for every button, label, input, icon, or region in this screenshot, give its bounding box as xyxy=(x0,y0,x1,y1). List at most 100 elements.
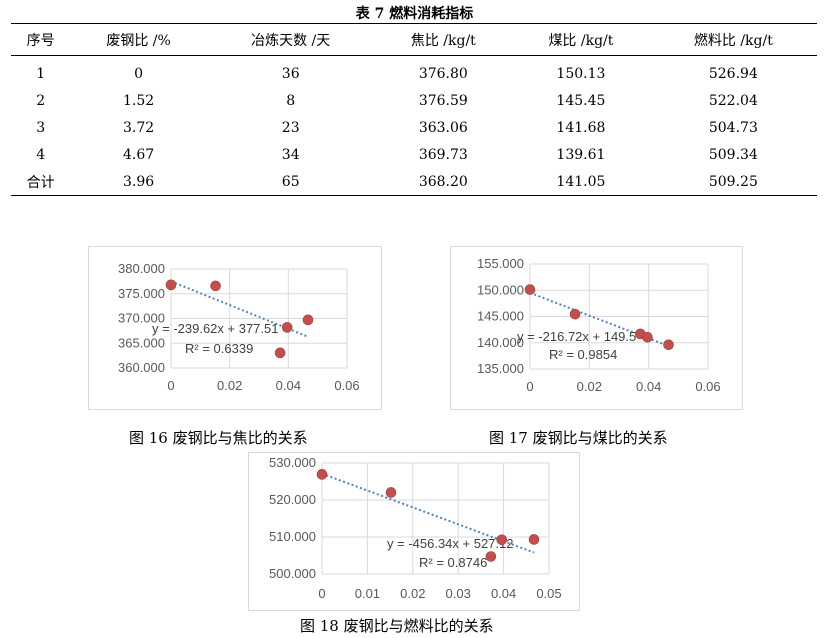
column-header: 煤比 /kg/t xyxy=(512,23,650,56)
x-tick-label: 0.04 xyxy=(276,378,301,393)
data-point xyxy=(569,308,581,320)
table-row: 合计 3.96 65 368.20 141.05 509.25 xyxy=(11,168,817,196)
column-header: 冶炼天数 /天 xyxy=(206,23,375,56)
y-tick-label: 530.000 xyxy=(269,455,316,470)
column-header: 序号 xyxy=(11,23,71,56)
data-point xyxy=(528,534,540,545)
x-tick-label: 0.02 xyxy=(217,378,242,393)
y-tick-label: 145.000 xyxy=(477,309,524,324)
y-tick-label: 510.000 xyxy=(269,529,316,544)
table-cell: 526.94 xyxy=(708,65,758,82)
trendline-r2: R² = 0.9854 xyxy=(549,347,617,362)
trendline-r2: R² = 0.8746 xyxy=(419,555,487,570)
table-row: 4 4.67 34 369.73 139.61 509.34 xyxy=(11,141,817,168)
table-cell: 139.61 xyxy=(556,146,606,163)
data-point xyxy=(485,551,497,562)
caption-fig18: 图 18 废钢比与燃料比的关系 xyxy=(300,617,494,635)
table-row: 1 0 36 376.80 150.13 526.94 xyxy=(11,56,817,88)
table-header-row: 序号 废钢比 /% 冶炼天数 /天 焦比 /kg/t 煤比 /kg/t 燃料比 … xyxy=(11,23,817,56)
x-tick-label: 0.05 xyxy=(536,586,561,601)
table-cell: 150.13 xyxy=(556,65,606,82)
x-tick-label: 0.02 xyxy=(400,586,425,601)
chart-fig18-svg: 500.000 510.000 520.000 530.000 0 0.01 0.02 0.0… xyxy=(269,455,562,601)
chart-fig17-svg: 135.000 140.000 145.000 150.000 155.000 0 0.02… xyxy=(477,256,721,394)
y-tick-label: 520.000 xyxy=(269,492,316,507)
data-point xyxy=(281,322,293,333)
data-point xyxy=(165,279,177,291)
fuel-consumption-table: 序号 废钢比 /% 冶炼天数 /天 焦比 /kg/t 煤比 /kg/t 燃料比 … xyxy=(11,23,817,196)
table-cell: 3.72 xyxy=(122,119,155,136)
data-point xyxy=(274,347,286,359)
table-cell: 3 xyxy=(36,119,46,136)
x-tick-label: 0.04 xyxy=(636,379,661,394)
chart-fig16: 360.000 365.000 370.000 375.000 380.000 0 0.02… xyxy=(88,246,382,410)
y-tick-label: 150.000 xyxy=(477,282,524,297)
x-tick-label: 0 xyxy=(318,586,325,601)
table-row: 3 3.72 23 363.06 141.68 504.73 xyxy=(11,114,817,141)
x-tick-label: 0.01 xyxy=(355,586,380,601)
y-tick-label: 375.000 xyxy=(118,286,165,301)
table-cell: 509.34 xyxy=(708,146,758,163)
caption-fig16: 图 16 废钢比与焦比的关系 xyxy=(129,429,308,447)
y-tick-label: 135.000 xyxy=(477,361,524,376)
column-header: 燃料比 /kg/t xyxy=(649,23,817,56)
trendline-r2: R² = 0.6339 xyxy=(185,341,253,356)
table-cell: 3.96 xyxy=(70,168,207,196)
table-cell: 141.05 xyxy=(512,168,650,196)
data-point xyxy=(663,339,674,351)
table-cell: 36 xyxy=(281,65,300,82)
trendline xyxy=(321,472,535,554)
x-tick-label: 0 xyxy=(167,378,174,393)
table-cell: 34 xyxy=(281,146,300,163)
table-cell: 504.73 xyxy=(708,119,758,136)
data-point xyxy=(524,284,536,295)
trendline-equation: y = -216.72x + 149.5 xyxy=(517,329,636,344)
table-cell: 376.59 xyxy=(418,92,468,109)
table-cell: 4.67 xyxy=(122,146,155,163)
table-cell: 141.68 xyxy=(556,119,606,136)
data-point xyxy=(496,534,508,546)
chart-fig17: 135.000 140.000 145.000 150.000 155.000 0 0.02… xyxy=(450,246,743,410)
data-point xyxy=(316,469,328,480)
caption-fig17: 图 17 废钢比与煤比的关系 xyxy=(489,429,668,447)
table-cell: 368.20 xyxy=(374,168,513,196)
data-point xyxy=(642,331,653,343)
table-cell: 509.25 xyxy=(649,168,817,196)
data-point xyxy=(385,487,397,498)
table-cell: 363.06 xyxy=(418,119,468,136)
table-title: 表 7 燃料消耗指标 xyxy=(355,6,474,22)
y-tick-label: 360.000 xyxy=(118,360,165,375)
y-tick-label: 500.000 xyxy=(269,566,316,581)
chart-fig18: 500.000 510.000 520.000 530.000 0 0.01 0.02 0.0… xyxy=(248,452,580,611)
y-tick-label: 380.000 xyxy=(118,261,165,276)
table-cell: 8 xyxy=(286,92,296,109)
y-tick-label: 365.000 xyxy=(118,335,165,350)
x-tick-label: 0.03 xyxy=(446,586,471,601)
x-tick-label: 0.06 xyxy=(334,378,359,393)
table-cell: 4 xyxy=(36,146,46,163)
table-row: 2 1.52 8 376.59 145.45 522.04 xyxy=(11,87,817,114)
x-tick-label: 0.04 xyxy=(491,586,516,601)
table-cell: 23 xyxy=(281,119,300,136)
table-cell: 0 xyxy=(134,65,144,82)
table-cell: 65 xyxy=(206,168,375,196)
table-cell: 376.80 xyxy=(418,65,468,82)
data-point xyxy=(210,280,221,292)
x-tick-label: 0 xyxy=(526,379,533,394)
trendline-equation: y = -239.62x + 377.51 xyxy=(152,321,278,336)
column-header: 焦比 /kg/t xyxy=(374,23,513,56)
chart-fig16-svg: 360.000 365.000 370.000 375.000 380.000 0 0.02… xyxy=(118,261,360,393)
x-tick-label: 0.06 xyxy=(695,379,720,394)
table-cell: 2 xyxy=(36,92,46,109)
table-cell: 1 xyxy=(36,65,46,82)
table-cell: 369.73 xyxy=(418,146,468,163)
x-tick-label: 0.02 xyxy=(577,379,602,394)
trendline-equation: y = -456.34x + 527.12 xyxy=(387,536,513,551)
table-cell: 1.52 xyxy=(122,92,155,109)
y-tick-label: 140.000 xyxy=(477,335,524,350)
table-cell: 合计 xyxy=(11,168,71,196)
y-tick-label: 370.000 xyxy=(118,311,165,326)
table-cell: 522.04 xyxy=(708,92,758,109)
y-tick-label: 155.000 xyxy=(477,256,524,271)
table-cell: 145.45 xyxy=(556,92,606,109)
